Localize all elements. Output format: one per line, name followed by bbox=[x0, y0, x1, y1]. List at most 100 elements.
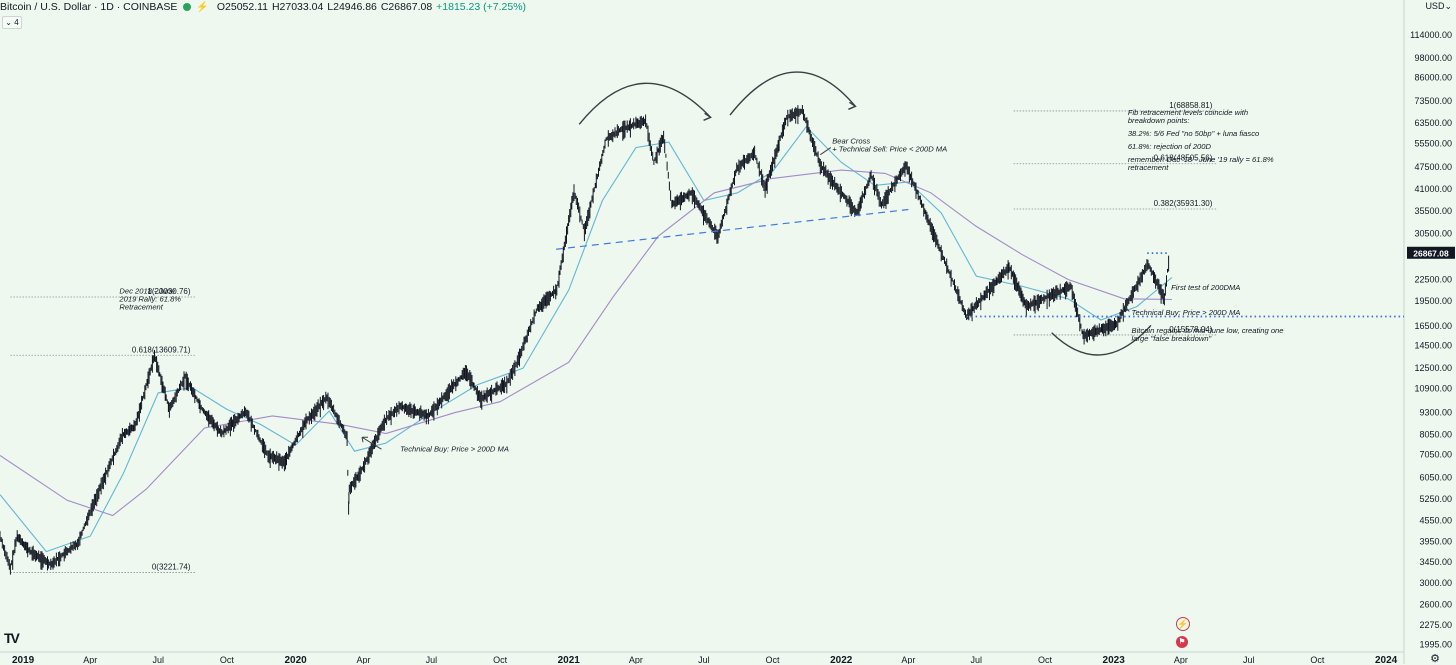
y-tick-label: 86000.00 bbox=[1414, 72, 1452, 82]
ohlc-values: O25052.11 H27033.04 L24946.86 C26867.08 … bbox=[217, 1, 527, 13]
x-tick-label: Oct bbox=[493, 655, 508, 664]
y-tick-label: 41000.00 bbox=[1414, 184, 1452, 194]
y-tick-label: 7050.00 bbox=[1419, 449, 1452, 459]
annotation-line: large "false breakdown" bbox=[1132, 334, 1212, 343]
fib-level-label: 1(20030.76) bbox=[147, 287, 190, 296]
indicators-toggle[interactable]: ⌄ 4 bbox=[2, 16, 22, 29]
x-tick-label: 2022 bbox=[830, 655, 853, 664]
tech-buy-2023-arrow bbox=[1122, 304, 1130, 312]
y-tick-label: 3950.00 bbox=[1419, 537, 1452, 547]
last-price-tag bbox=[1407, 246, 1455, 259]
y-tick-label: 19500.00 bbox=[1414, 296, 1452, 306]
x-tick-label: Jul bbox=[698, 655, 710, 664]
y-tick-label: 6050.00 bbox=[1419, 472, 1452, 482]
alert-icon[interactable]: ⚡ bbox=[196, 1, 209, 13]
flash-icon[interactable]: ⚡ bbox=[1176, 617, 1190, 631]
y-tick-label: 30500.00 bbox=[1414, 229, 1452, 239]
false-breakdown-arc[interactable] bbox=[1051, 324, 1152, 356]
y-tick-label: 1995.00 bbox=[1419, 640, 1452, 650]
x-tick-label: Apr bbox=[1174, 655, 1188, 664]
flag-icon[interactable]: ⚑ bbox=[1176, 636, 1188, 648]
y-tick-label: 16500.00 bbox=[1414, 321, 1452, 331]
annotation-text[interactable]: Dec 2018 - June 2019 Rally: 61.8% Retracem… bbox=[118, 287, 181, 312]
fib-level-label: 0.382(35931.30) bbox=[1154, 199, 1213, 208]
first-peak-arc-head bbox=[703, 112, 713, 121]
annotation-text[interactable]: Technical Buy: Price > 200D MA bbox=[1132, 308, 1241, 317]
annotation-text[interactable]: Bear Cross + Technical Sell: Price < 200D… bbox=[832, 137, 947, 154]
fib-level-label: 0(3221.74) bbox=[152, 562, 191, 571]
y-tick-label: 2275.00 bbox=[1419, 620, 1452, 630]
x-tick-label: 2019 bbox=[12, 655, 35, 664]
ma-200d-line[interactable] bbox=[0, 169, 1172, 517]
currency-label: USD bbox=[1425, 1, 1445, 11]
ma-fast-line[interactable] bbox=[0, 125, 1173, 553]
annotation-line: Bitcoin regains its mid-June low, creati… bbox=[1132, 326, 1284, 335]
annotation-line: 2019 Rally: 61.8% bbox=[118, 295, 181, 304]
x-tick-label: Apr bbox=[629, 655, 643, 664]
x-tick-label: Oct bbox=[220, 655, 235, 664]
bear-cross-arrow bbox=[820, 147, 832, 156]
y-tick-label: 55500.00 bbox=[1414, 138, 1452, 148]
y-tick-label: 5250.00 bbox=[1419, 494, 1452, 504]
tradingview-logo: TV bbox=[4, 630, 20, 646]
y-tick-label: 3000.00 bbox=[1419, 578, 1452, 588]
annotation-text[interactable]: First test of 200DMA bbox=[1171, 283, 1240, 292]
x-tick-label: Oct bbox=[1310, 655, 1325, 664]
annotation-line: + Technical Sell: Price < 200D MA bbox=[832, 145, 947, 154]
y-tick-label: 47500.00 bbox=[1414, 162, 1452, 172]
gear-icon[interactable]: ⚙ bbox=[1430, 653, 1440, 665]
chart-header: Bitcoin / U.S. Dollar · 1D · COINBASE ⚡ … bbox=[0, 0, 527, 14]
annotation-line: 61.8%: rejection of 200D bbox=[1128, 142, 1212, 151]
y-tick-label: 9300.00 bbox=[1419, 408, 1452, 418]
change-value: +1815.23 (+7.25%) bbox=[436, 1, 527, 13]
x-tick-label: 2021 bbox=[558, 655, 581, 664]
y-tick-label: 2600.00 bbox=[1419, 600, 1452, 610]
y-tick-label: 63500.00 bbox=[1414, 118, 1452, 128]
x-tick-label: Jul bbox=[1243, 655, 1255, 664]
y-tick-label: 22500.00 bbox=[1414, 275, 1452, 285]
low-value: L24946.86 bbox=[327, 1, 377, 13]
x-tick-label: Oct bbox=[1038, 655, 1053, 664]
annotation-line: Technical Buy: Price > 200D MA bbox=[1132, 308, 1241, 317]
high-value: H27033.04 bbox=[271, 1, 324, 13]
fib-level-label: 0(15578.04) bbox=[1169, 325, 1212, 334]
y-tick-label: 14500.00 bbox=[1414, 341, 1452, 351]
close-value: C26867.08 bbox=[380, 1, 433, 13]
second-peak-arc-head bbox=[848, 101, 857, 110]
y-tick-label: 4550.00 bbox=[1419, 515, 1452, 525]
x-tick-label: 2024 bbox=[1375, 655, 1398, 664]
symbol-title[interactable]: Bitcoin / U.S. Dollar · 1D · COINBASE bbox=[0, 1, 178, 13]
indicator-count: 4 bbox=[14, 18, 19, 27]
open-value: O25052.11 bbox=[216, 1, 269, 13]
x-tick-label: Jul bbox=[152, 655, 164, 664]
x-tick-label: Apr bbox=[901, 655, 915, 664]
fib-level-label: 0.618(13609.71) bbox=[132, 345, 191, 354]
second-peak-arc[interactable] bbox=[729, 71, 856, 116]
annotation-line: Retracement bbox=[119, 303, 163, 312]
currency-selector[interactable]: USD⌄ bbox=[1425, 1, 1452, 11]
annotation-line: remember: Dec '18 - June '19 rally = 61.… bbox=[1128, 155, 1274, 164]
annotation-line: 38.2%: 5/6 Fed "no 50bp" + luna fiasco bbox=[1128, 129, 1259, 138]
trend-line[interactable] bbox=[556, 208, 909, 250]
y-tick-label: 98000.00 bbox=[1414, 53, 1452, 63]
last-price-label: 26867.08 bbox=[1413, 248, 1449, 258]
annotation-text[interactable]: Bitcoin regains its mid-June low, creati… bbox=[1132, 326, 1284, 343]
y-tick-label: 73500.00 bbox=[1414, 96, 1452, 106]
tech-buy-arrow bbox=[361, 436, 382, 450]
annotation-text[interactable]: Technical Buy: Price > 200D MA bbox=[400, 445, 509, 454]
x-tick-label: 2020 bbox=[284, 655, 307, 664]
fib-level-label: 0.618(48505.56) bbox=[1154, 154, 1213, 163]
x-tick-label: Apr bbox=[83, 655, 97, 664]
x-tick-label: Jul bbox=[426, 655, 438, 664]
y-tick-label: 12500.00 bbox=[1414, 363, 1452, 373]
price-candles[interactable] bbox=[0, 105, 1170, 575]
first-peak-arc[interactable] bbox=[578, 82, 712, 125]
annotation-line: First test of 200DMA bbox=[1171, 283, 1240, 292]
market-open-icon bbox=[183, 3, 192, 11]
x-tick-label: Jul bbox=[971, 655, 983, 664]
x-tick-label: Apr bbox=[356, 655, 370, 664]
x-tick-label: 2023 bbox=[1103, 655, 1126, 664]
annotation-text[interactable]: Fib retracement levels coincide with brea… bbox=[1128, 108, 1274, 172]
